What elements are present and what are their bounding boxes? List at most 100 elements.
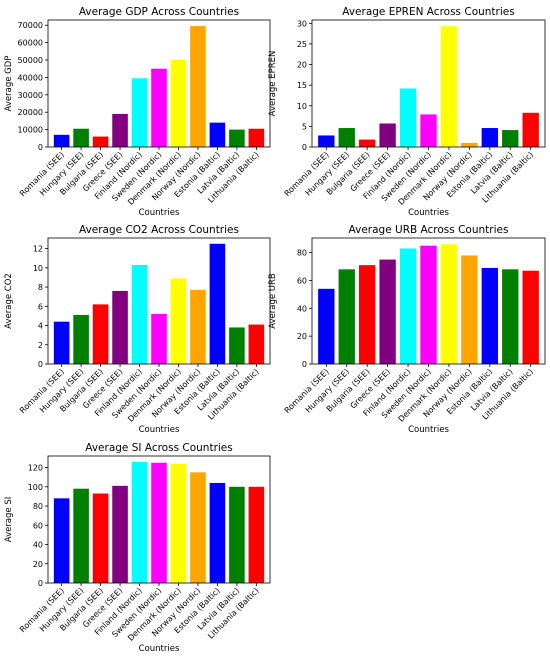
bar [92,493,109,583]
bar [338,269,355,364]
bar [318,135,335,147]
y-tick-label: 20000 [18,108,43,117]
bar [399,88,417,147]
y-tick-label: 30 [297,19,307,28]
bar [131,461,148,583]
bar [502,269,519,364]
bar [73,314,89,364]
y-tick-label: 15 [297,81,307,90]
bar [131,264,148,364]
bar [112,113,128,147]
bar [112,290,128,364]
chart-title: Average URB Across Countries [349,224,509,236]
y-axis-label: Average EPREN [268,51,278,117]
y-tick-label: 4 [38,322,43,331]
y-tick-label: 20 [33,560,43,569]
bar [461,255,478,364]
y-tick-label: 20 [297,332,307,341]
y-tick-label: 0 [38,360,43,369]
y-tick-label: 20 [297,61,307,70]
bar [53,498,70,583]
bar [209,243,226,364]
y-tick-label: 60000 [18,39,43,48]
y-tick-label: 40000 [18,73,43,82]
y-tick-label: 0 [38,143,43,152]
bar [248,324,265,364]
bar [209,122,226,147]
y-axis-label: Average GDP [4,56,14,112]
y-tick-label: 80 [33,502,43,511]
bar [131,78,148,147]
bar [318,288,335,364]
bar [229,486,245,583]
bar [461,142,478,147]
bar [190,472,206,583]
bar [522,270,539,364]
bar [170,60,187,147]
y-tick-label: 0 [38,579,43,588]
bar [190,289,206,364]
bar [170,278,187,364]
y-tick-label: 25 [297,40,307,49]
chart-title: Average CO2 Across Countries [79,224,239,236]
bar [170,463,187,583]
bar [190,26,206,147]
bar [248,128,265,147]
bar [359,265,376,364]
chart-title: Average EPREN Across Countries [342,6,514,18]
bar [209,482,226,583]
x-axis-label: Countries [139,425,180,435]
bar [92,136,109,147]
bar [151,313,167,364]
bar [440,244,458,364]
x-axis-label: Countries [408,208,449,218]
y-tick-label: 80 [297,249,307,258]
y-tick-label: 50000 [18,56,43,65]
y-tick-label: 60 [297,276,307,285]
chart-title: Average SI Across Countries [85,442,232,454]
x-axis-label: Countries [408,425,449,435]
bar [248,486,265,583]
y-tick-label: 0 [302,143,307,152]
bar [73,128,89,147]
y-tick-label: 60 [33,521,43,530]
bar [440,26,458,147]
bar [151,462,167,583]
y-axis-label: Average URB [268,273,278,329]
y-tick-label: 40 [297,304,307,313]
bar [481,267,498,364]
y-tick-label: 10 [297,102,307,111]
bar [229,129,245,147]
y-tick-label: 5 [302,122,307,131]
y-tick-label: 30000 [18,91,43,100]
bar [112,485,128,583]
bar [92,304,109,364]
bar [502,130,519,147]
y-tick-label: 0 [302,360,307,369]
bar [359,139,376,147]
y-axis-label: Average CO2 [4,273,14,329]
y-axis-label: Average SI [4,497,14,543]
y-tick-label: 100 [28,483,43,492]
y-tick-label: 70000 [18,21,43,30]
chart-title: Average GDP Across Countries [79,6,239,18]
bar [420,114,437,147]
x-axis-label: Countries [139,208,180,218]
bar [53,134,70,147]
bar [73,488,89,583]
x-axis-label: Countries [139,644,180,654]
bar [338,128,355,147]
y-tick-label: 2 [38,341,43,350]
bar [151,68,167,147]
y-tick-label: 10000 [18,126,43,135]
bar [229,327,245,364]
bar [53,321,70,364]
y-tick-label: 10 [33,264,43,273]
y-tick-label: 12 [33,245,43,254]
y-tick-label: 40 [33,541,43,550]
y-tick-label: 6 [38,302,43,311]
bar [399,248,417,364]
y-tick-label: 120 [28,464,43,473]
bar [379,259,396,364]
